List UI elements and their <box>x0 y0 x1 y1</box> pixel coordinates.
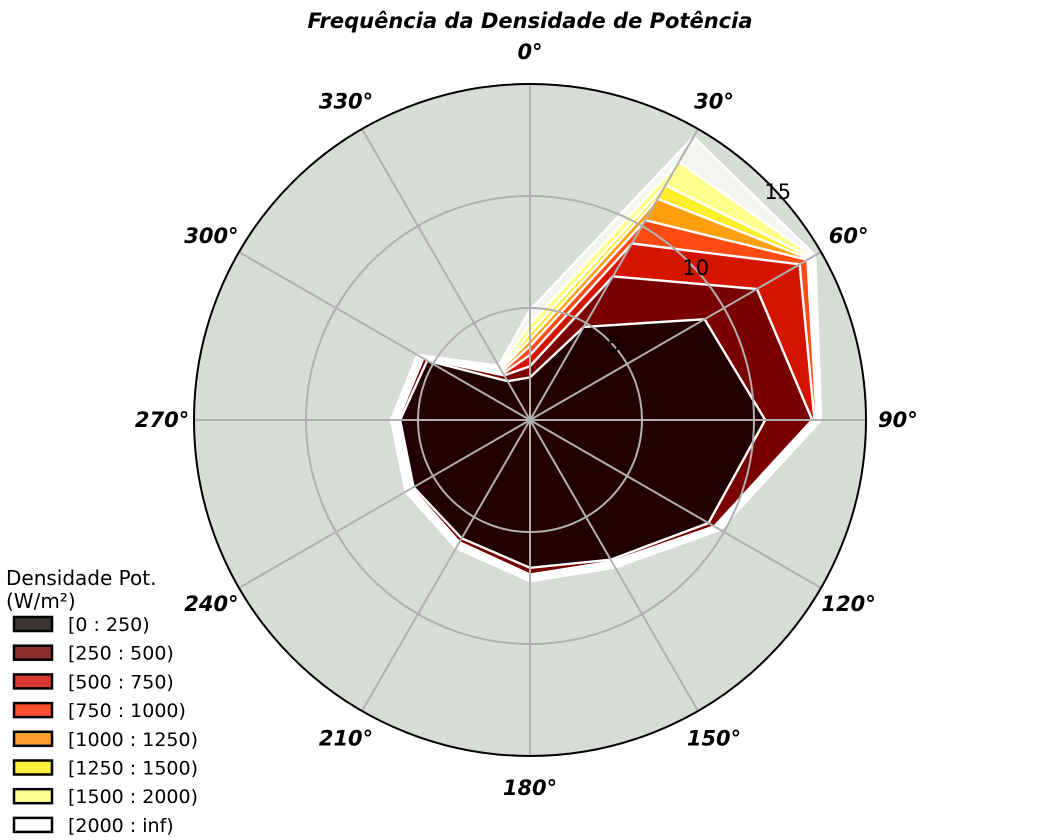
polar-outline <box>193 83 867 757</box>
legend: Densidade Pot. (W/m²) [0 : 250) [250 : 50… <box>6 566 198 837</box>
legend-label-5: [1250 : 1500) <box>68 758 198 780</box>
angle-label-90: 90° <box>878 408 918 432</box>
angle-label-150: 150° <box>687 727 741 751</box>
legend-title-line1: Densidade Pot. <box>6 566 156 590</box>
legend-label-6: [1500 : 2000) <box>68 786 198 808</box>
legend-swatch-5 <box>12 759 54 776</box>
grid-spoke-30 <box>529 128 699 421</box>
chart-title: Frequência da Densidade de Potência <box>307 9 752 33</box>
legend-swatch-0 <box>12 615 54 633</box>
legend-label-2: [500 : 750) <box>68 671 174 693</box>
radial-tick-label-15: 15 <box>764 180 791 204</box>
radial-tick-labels: 5 10 15 <box>607 180 791 357</box>
grid-spoke-330 <box>361 128 531 421</box>
legend-swatch-7 <box>12 816 54 834</box>
legend-swatch-1 <box>12 644 54 661</box>
radial-tick-label-5: 5 <box>607 333 620 357</box>
angle-label-60: 60° <box>829 224 869 248</box>
angle-label-210: 210° <box>319 727 373 751</box>
angle-label-270: 270° <box>135 408 189 432</box>
legend-title-line2: (W/m²) <box>6 589 76 613</box>
radial-tick-label-10: 10 <box>682 256 709 280</box>
legend-label-3: [750 : 1000) <box>68 700 186 722</box>
legend-label-1: [250 : 500) <box>68 643 174 665</box>
legend-label-0: [0 : 250) <box>68 614 150 636</box>
angle-label-300: 300° <box>184 224 238 248</box>
grid-spoke-300 <box>238 251 531 421</box>
angle-label-180: 180° <box>503 776 557 800</box>
grid-layer <box>194 84 866 756</box>
angle-labels: 0° 30° 60° 90° 120° 150° 180° 210° 240° 270° 300° 3… <box>135 40 918 800</box>
legend-label-4: [1000 : 1250) <box>68 729 198 751</box>
legend-swatch-2 <box>12 673 54 690</box>
legend-swatch-4 <box>12 730 54 748</box>
angle-label-240: 240° <box>184 592 238 616</box>
legend-label-7: [2000 : inf) <box>68 815 174 837</box>
angle-label-120: 120° <box>821 592 875 616</box>
legend-swatch-3 <box>12 701 54 719</box>
grid-spoke-60 <box>529 251 822 421</box>
grid-spoke-210 <box>361 419 531 712</box>
grid-spoke-240 <box>238 419 531 589</box>
angle-label-30: 30° <box>694 89 734 113</box>
angle-label-330: 330° <box>319 89 373 113</box>
grid-spoke-120 <box>529 419 822 589</box>
grid-spoke-150 <box>529 419 699 712</box>
legend-items: [0 : 250) [250 : 500) [500 : 750) [750 : 10… <box>12 614 198 837</box>
legend-swatch-6 <box>12 787 54 805</box>
angle-label-0: 0° <box>517 40 542 64</box>
